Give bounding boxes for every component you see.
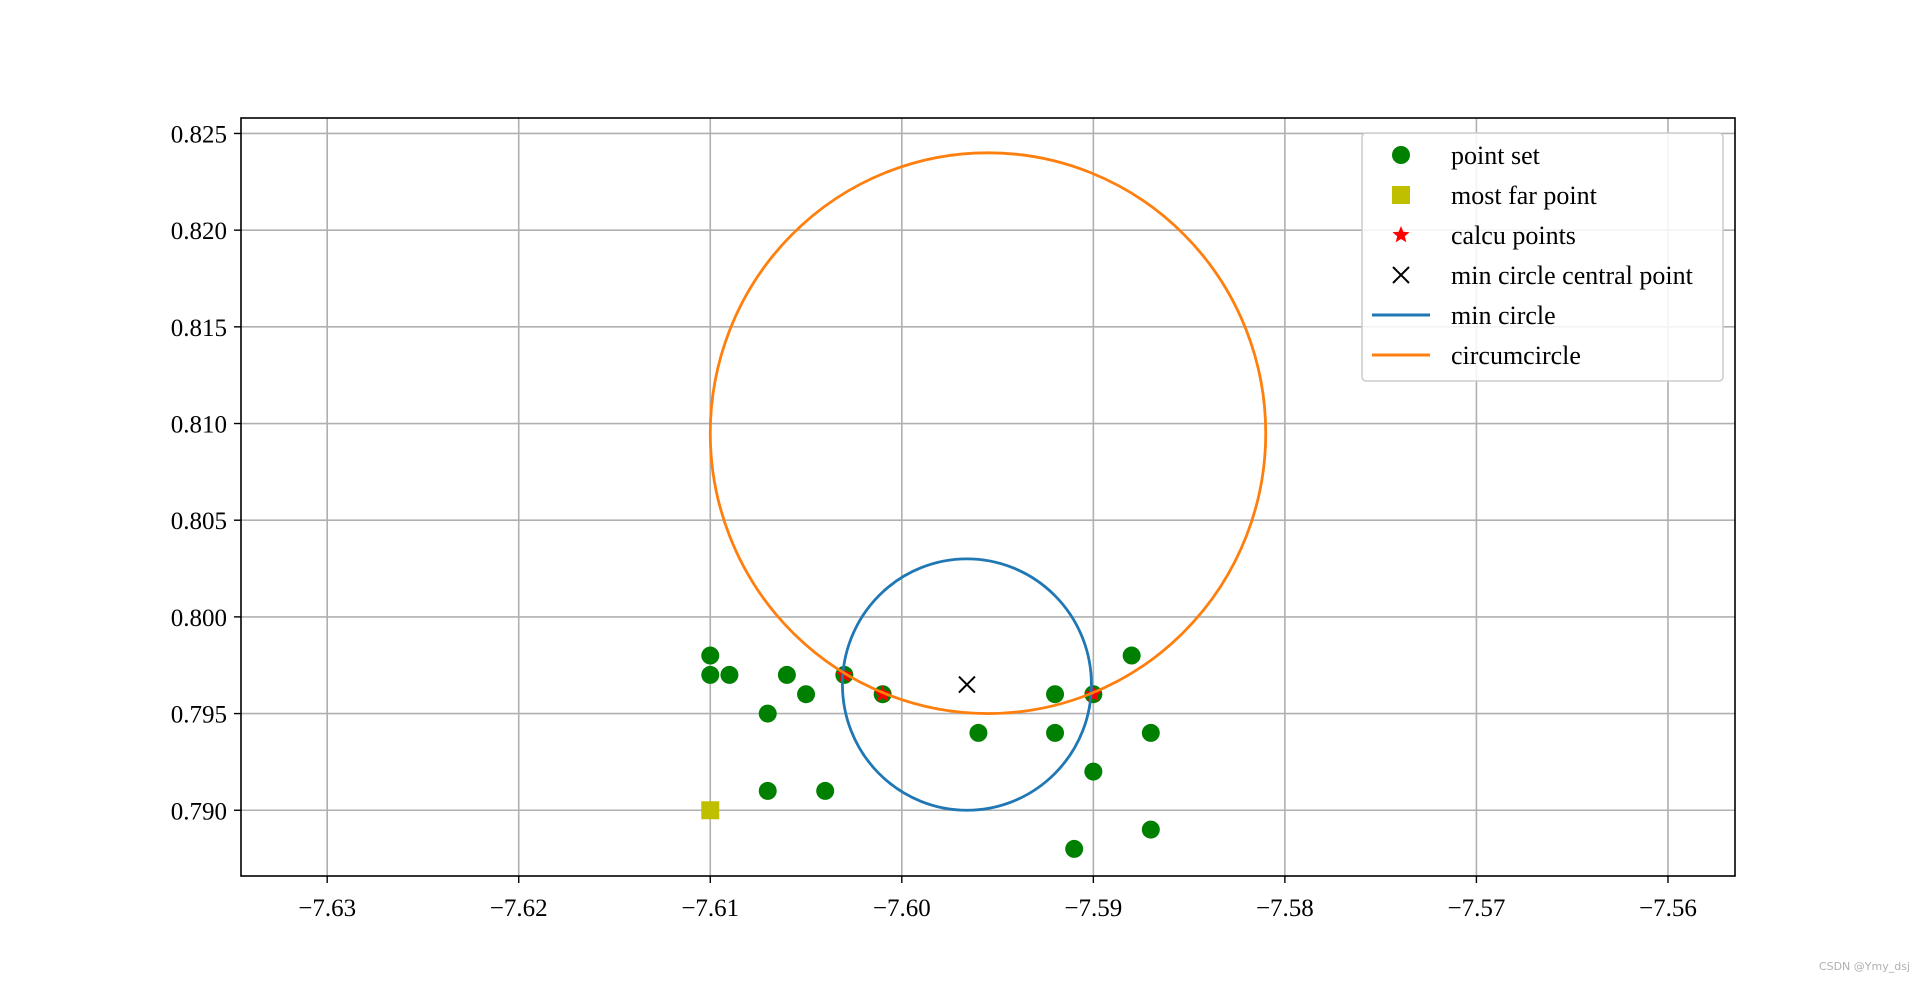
- most-far-point-marker: [701, 801, 720, 820]
- point-set-marker: [1141, 820, 1160, 839]
- x-tick-label: −7.56: [1639, 895, 1697, 922]
- point-set-marker: [1046, 685, 1065, 704]
- plot-area: [701, 151, 1268, 858]
- legend-item: point set: [1392, 141, 1541, 170]
- y-tick-label: 0.805: [171, 508, 227, 535]
- x-tick-label: −7.59: [1064, 895, 1122, 922]
- legend-label: circumcircle: [1451, 341, 1581, 370]
- min-circle-line: [841, 557, 1093, 812]
- x-tick-label: −7.61: [681, 895, 739, 922]
- point-set-marker: [701, 665, 720, 684]
- watermark: CSDN @Ymy_dsj: [1818, 960, 1910, 973]
- x-tick-label: −7.58: [1256, 895, 1314, 922]
- legend-item: calcu points: [1392, 221, 1576, 250]
- y-tick-label: 0.820: [171, 218, 227, 245]
- legend-box: [1361, 132, 1724, 382]
- y-tick-label: 0.825: [171, 121, 227, 148]
- point-set-marker: [969, 723, 988, 742]
- point-set-marker: [1084, 762, 1103, 781]
- legend-item: most far point: [1392, 181, 1598, 210]
- axis-ticks: −7.63 −7.62 −7.61 −7.60 −7.59 −7.58 −7.57 −7.56…: [171, 121, 1697, 922]
- point-set-marker: [797, 685, 816, 704]
- legend-item: circumcircle: [1372, 341, 1581, 370]
- point-set-marker: [758, 704, 777, 723]
- legend-marker-circle: [1392, 146, 1410, 164]
- legend-label: min circle central point: [1451, 261, 1694, 290]
- legend-label: min circle: [1451, 301, 1556, 330]
- legend-label: most far point: [1451, 181, 1598, 210]
- point-set-marker: [816, 781, 835, 800]
- point-set-marker: [720, 665, 739, 684]
- legend-label: calcu points: [1451, 221, 1576, 250]
- legend-marker-square: [1392, 186, 1410, 204]
- x-tick-label: −7.62: [490, 895, 548, 922]
- y-tick-label: 0.795: [171, 702, 227, 729]
- legend-marker-x: [1392, 266, 1410, 284]
- y-tick-label: 0.810: [171, 412, 227, 439]
- x-tick-label: −7.60: [873, 895, 931, 922]
- point-set-marker: [701, 646, 720, 665]
- legend: point set most far point calcu points min c…: [1361, 132, 1724, 382]
- x-tick-label: −7.57: [1447, 895, 1505, 922]
- x-tick-label: −7.63: [298, 895, 356, 922]
- point-set-marker: [1141, 723, 1160, 742]
- legend-item: min circle central point: [1392, 261, 1694, 290]
- point-set-marker: [1046, 723, 1065, 742]
- legend-marker-star: [1392, 226, 1410, 243]
- point-set-marker: [777, 665, 796, 684]
- min-circle-center-marker: [958, 675, 976, 694]
- axes-frame: [240, 117, 1736, 877]
- y-tick-label: 0.815: [171, 315, 227, 342]
- y-tick-label: 0.800: [171, 605, 227, 632]
- y-tick-label: 0.790: [171, 798, 227, 825]
- legend-label: point set: [1451, 141, 1541, 170]
- legend-item: min circle: [1372, 301, 1556, 330]
- point-set-marker: [758, 781, 777, 800]
- point-set-marker: [1122, 646, 1141, 665]
- circumcircle-line: [708, 151, 1268, 715]
- point-set-marker: [1065, 839, 1084, 858]
